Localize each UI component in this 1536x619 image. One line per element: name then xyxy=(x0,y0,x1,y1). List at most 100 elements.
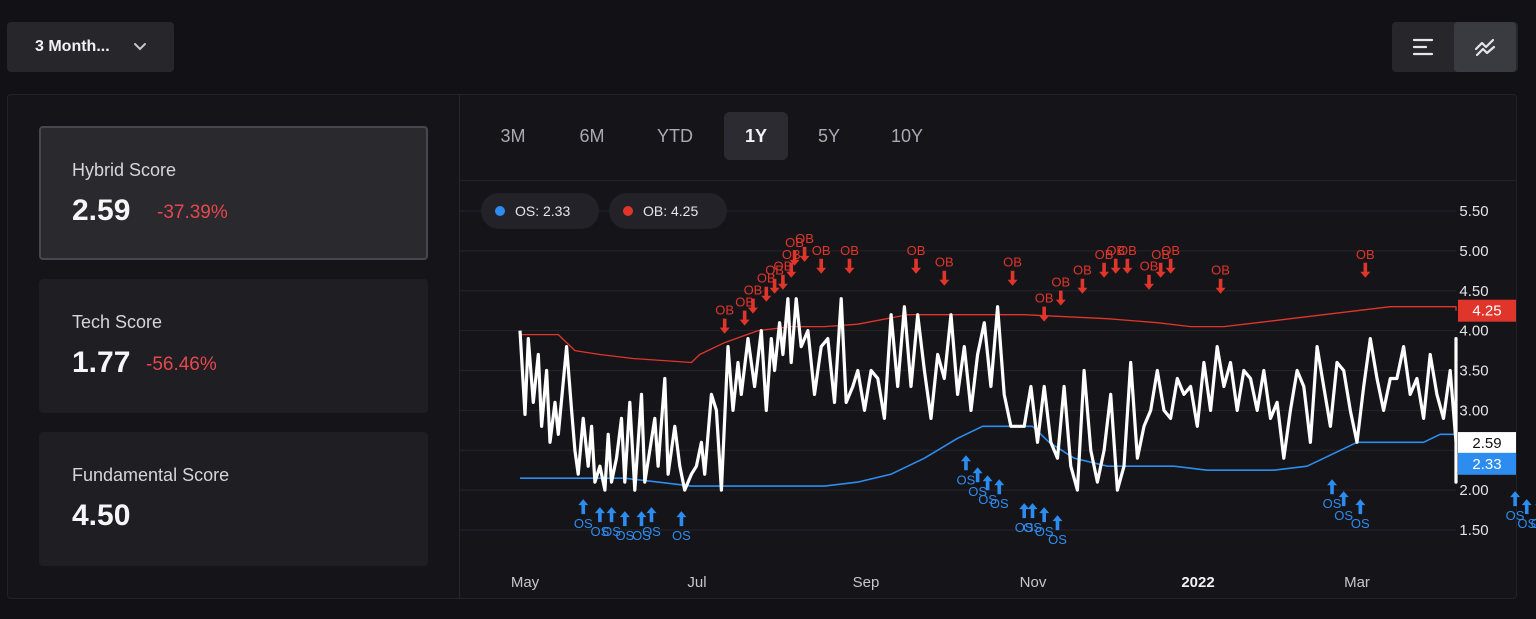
os-marker-arrow xyxy=(982,475,993,491)
ob-marker-label: OB xyxy=(1118,243,1137,258)
ob-marker-arrow xyxy=(789,250,800,266)
ob-marker-arrow xyxy=(1144,274,1154,290)
chart-separator xyxy=(460,180,1516,181)
last-value-label: 2.33 xyxy=(1472,456,1501,473)
tab-3m[interactable]: 3M xyxy=(500,125,526,146)
ob-marker-arrow xyxy=(777,274,788,290)
x-tick-label: Sep xyxy=(853,574,880,591)
score-value: 4.50 xyxy=(72,499,131,532)
ob-marker-arrow xyxy=(1215,278,1226,294)
os-marker-arrow xyxy=(1327,479,1338,495)
score-change: -37.39% xyxy=(157,202,228,223)
y-tick-label: 3.00 xyxy=(1459,402,1488,419)
tab-5y[interactable]: 5Y xyxy=(817,125,841,146)
ob-marker-label: OB xyxy=(1151,247,1170,262)
tab-6m[interactable]: 6M xyxy=(579,125,605,146)
legend-os-dot xyxy=(495,206,505,216)
ob-marker-label: OB xyxy=(1106,243,1125,258)
ob-marker-label: OB xyxy=(795,231,814,246)
ob-marker-label: OB xyxy=(1095,247,1114,262)
legend-os[interactable]: OS: 2.33 xyxy=(481,193,599,229)
ob-marker-label: OB xyxy=(1161,243,1180,258)
ob-threshold-line xyxy=(520,306,1457,364)
chart-view-button[interactable] xyxy=(1454,22,1516,72)
os-marker-arrow xyxy=(1027,503,1038,519)
y-tick-label: 2.00 xyxy=(1459,482,1488,499)
ob-marker-arrow xyxy=(786,262,797,278)
legend-ob-label: OB: 4.25 xyxy=(643,203,699,219)
chart-lines-icon xyxy=(1474,38,1496,57)
os-marker-label: OS xyxy=(1323,496,1342,511)
y-tick-label: 3.50 xyxy=(1459,363,1488,380)
ob-marker-arrow xyxy=(1155,262,1166,278)
os-marker-label: OS xyxy=(990,496,1009,511)
score-value: 2.59 xyxy=(72,194,131,227)
ob-marker-label: OB xyxy=(1073,263,1092,278)
ob-marker-arrow xyxy=(761,286,772,302)
legend-ob[interactable]: OB: 4.25 xyxy=(609,193,727,229)
score-card-fundamental[interactable]: Fundamental Score 4.50 xyxy=(39,432,428,566)
ob-marker-label: OB xyxy=(812,243,831,258)
list-view-button[interactable] xyxy=(1392,22,1454,72)
chevron-down-icon xyxy=(134,43,146,51)
ob-marker-arrow xyxy=(1122,258,1133,274)
period-select[interactable]: 3 Month... xyxy=(7,22,174,72)
os-marker-label: OS xyxy=(602,524,621,539)
os-marker-arrow xyxy=(1355,499,1366,515)
score-change: -56.46% xyxy=(146,354,217,375)
score-card-tech[interactable]: Tech Score 1.77 -56.46% xyxy=(39,279,428,413)
tab-ytd[interactable]: YTD xyxy=(657,125,693,146)
os-marker-label: OS xyxy=(1035,524,1054,539)
os-marker-label: OS xyxy=(978,492,997,507)
tab-10y[interactable]: 10Y xyxy=(890,125,924,146)
y-tick-label: 4.00 xyxy=(1459,323,1488,340)
legend-os-label: OS: 2.33 xyxy=(515,203,571,219)
ob-marker-label: OB xyxy=(1003,255,1022,270)
y-tick-label: 4.50 xyxy=(1459,283,1488,300)
os-marker-arrow xyxy=(960,455,971,471)
legend-ob-dot xyxy=(623,206,633,216)
x-tick-label: 2022 xyxy=(1181,574,1214,591)
ob-marker-label: OB xyxy=(1051,275,1070,290)
last-value-label: 2.59 xyxy=(1472,435,1501,452)
ob-marker-arrow xyxy=(739,310,750,326)
ob-marker-arrow xyxy=(1039,306,1050,322)
os-marker-label: OS xyxy=(615,528,634,543)
last-value-label: 4.25 xyxy=(1472,303,1501,320)
os-marker-label: OS xyxy=(672,528,691,543)
ob-marker-label: OB xyxy=(735,295,754,310)
os-marker-label: OS xyxy=(1015,520,1034,535)
os-marker-label: OS xyxy=(957,472,976,487)
os-marker-label: OS xyxy=(632,528,651,543)
score-label: Hybrid Score xyxy=(72,160,177,180)
ob-marker-arrow xyxy=(911,258,922,274)
ob-marker-label: OB xyxy=(907,243,926,258)
ob-marker-arrow xyxy=(799,246,810,262)
os-marker-arrow xyxy=(1338,491,1349,507)
ob-marker-label: OB xyxy=(1211,263,1230,278)
os-marker-label: OS xyxy=(642,524,661,539)
period-select-label: 3 Month... xyxy=(35,38,110,55)
ob-marker-label: OB xyxy=(1356,247,1375,262)
ob-marker-arrow xyxy=(1055,290,1066,306)
ob-marker-label: OB xyxy=(840,243,859,258)
os-marker-arrow xyxy=(972,467,983,483)
os-marker-arrow xyxy=(1052,515,1063,531)
x-tick-label: May xyxy=(511,574,540,591)
os-marker-label: OS xyxy=(1517,516,1536,531)
ob-marker-arrow xyxy=(1099,262,1110,278)
ob-marker-arrow xyxy=(719,318,730,334)
ob-marker-arrow xyxy=(816,258,827,274)
ob-marker-label: OB xyxy=(935,255,954,270)
ob-marker-label: OB xyxy=(765,263,784,278)
ob-marker-arrow xyxy=(939,270,950,286)
view-toggle xyxy=(1392,22,1518,72)
os-marker-arrow xyxy=(1510,491,1521,507)
list-icon xyxy=(1412,38,1434,56)
ob-marker-arrow xyxy=(1165,258,1176,274)
ob-marker-arrow xyxy=(1360,262,1371,278)
score-card-hybrid[interactable]: Hybrid Score 2.59 -37.39% xyxy=(39,126,428,260)
x-tick-label: Mar xyxy=(1344,574,1370,591)
os-marker-arrow xyxy=(606,507,617,523)
tab-1y[interactable]: 1Y xyxy=(724,112,788,160)
